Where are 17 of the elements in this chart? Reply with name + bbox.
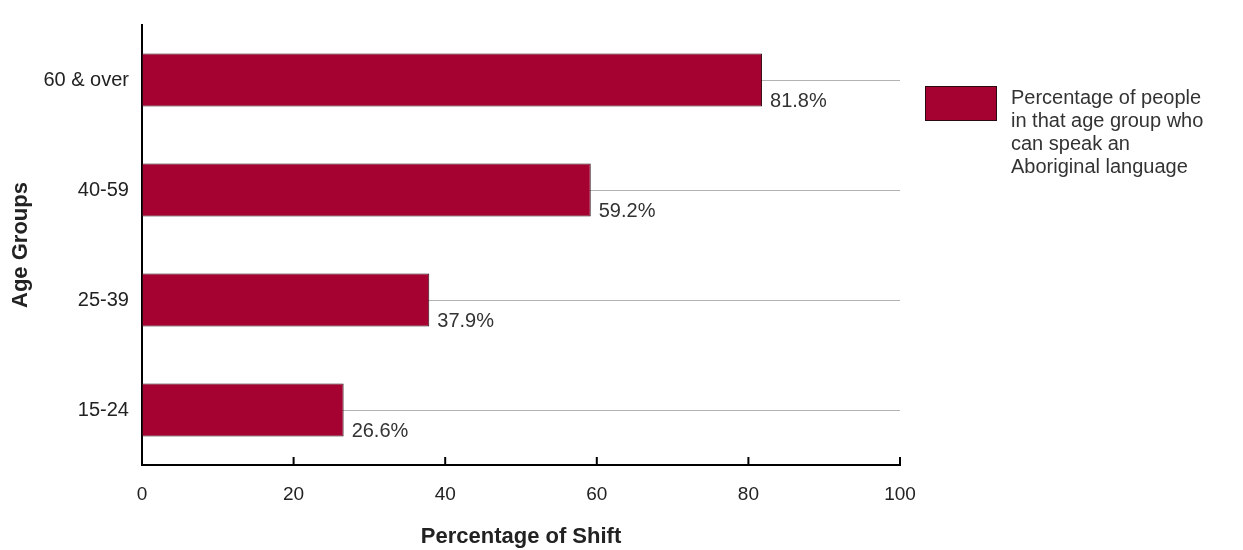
y-tick-label: 40-59: [77, 177, 129, 200]
y-tick-label: 15-24: [77, 397, 129, 420]
x-tick-label: 100: [884, 482, 916, 504]
data-label: 26.6%: [351, 419, 409, 442]
x-axis-title: Percentage of Shift: [420, 522, 622, 548]
x-tick-label: 40: [434, 482, 456, 504]
data-label: 59.2%: [598, 199, 656, 222]
legend-label: Percentage of people in that age group who can speak an Aboriginal language: [1011, 86, 1205, 178]
data-label: 81.8%: [770, 89, 827, 112]
x-tick-label: 0: [136, 482, 148, 504]
y-axis-title: Age Groups: [7, 182, 33, 308]
x-tick-label: 80: [737, 482, 759, 504]
x-tick-label: 20: [283, 482, 305, 504]
x-tick-label: 60: [586, 482, 608, 504]
y-tick-label: 60 & over: [43, 67, 130, 90]
y-tick-label: 25-39: [77, 287, 129, 310]
data-label: 37.9%: [437, 309, 495, 332]
